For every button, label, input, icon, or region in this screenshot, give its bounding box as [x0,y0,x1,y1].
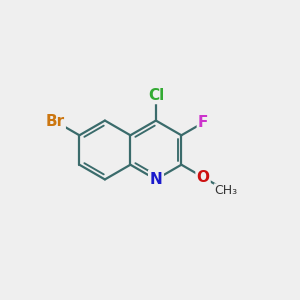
Text: Br: Br [46,114,65,129]
Text: F: F [198,115,208,130]
Text: CH₃: CH₃ [214,184,238,197]
Text: O: O [196,170,210,185]
Text: N: N [149,172,162,187]
Text: Cl: Cl [148,88,164,103]
